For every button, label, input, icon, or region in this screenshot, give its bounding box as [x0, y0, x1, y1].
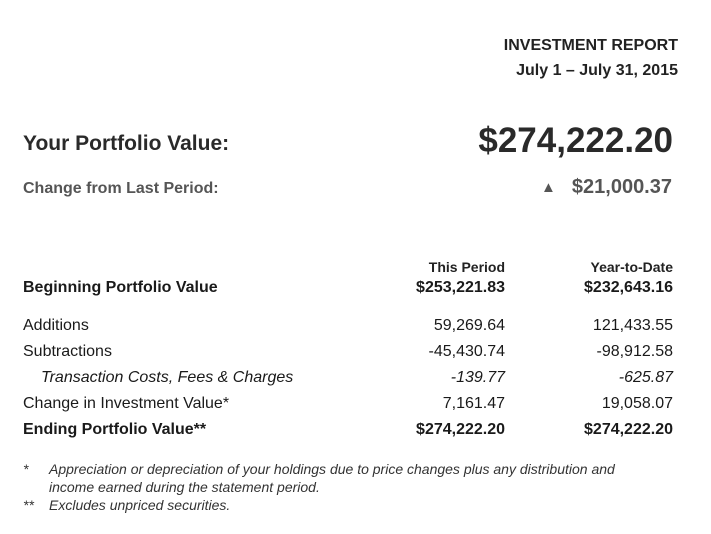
header-blank	[23, 255, 374, 275]
row-this-period: $253,221.83	[416, 279, 506, 296]
table-row-subtractions: Subtractions -45,430.74 -98,912.58	[23, 339, 673, 365]
row-ytd: 19,058.07	[601, 395, 673, 412]
portfolio-summary-table: This Period Year-to-Date Beginning Portf…	[23, 255, 673, 443]
portfolio-value-label: Your Portfolio Value:	[23, 132, 230, 155]
portfolio-value: $274,222.20	[478, 121, 673, 160]
report-date-range: July 1 – July 31, 2015	[516, 62, 678, 79]
footnote: * Appreciation or depreciation of your h…	[23, 460, 663, 496]
footnote: ** Excludes unpriced securities.	[23, 496, 663, 514]
row-this-period: $274,222.20	[416, 421, 506, 438]
header-this-period: This Period	[428, 259, 506, 275]
row-label: Ending Portfolio Value**	[23, 421, 207, 438]
footnote-mark: *	[23, 461, 29, 477]
row-label: Change in Investment Value*	[23, 395, 230, 412]
report-title: INVESTMENT REPORT	[503, 37, 678, 54]
row-label: Additions	[23, 317, 89, 334]
table-row-transaction-costs: Transaction Costs, Fees & Charges -139.7…	[23, 365, 673, 391]
row-ytd: 121,433.55	[592, 317, 673, 334]
row-ytd: -625.87	[618, 369, 673, 386]
row-label: Beginning Portfolio Value	[23, 279, 218, 296]
table-spacer	[23, 301, 673, 313]
table-row-ending: Ending Portfolio Value** $274,222.20 $27…	[23, 417, 673, 443]
row-label: Transaction Costs, Fees & Charges	[41, 369, 294, 386]
change-value-group: ▲ $21,000.37	[541, 176, 672, 199]
row-this-period: -139.77	[450, 369, 506, 386]
table-header-row: This Period Year-to-Date	[23, 255, 673, 275]
row-this-period: 7,161.47	[442, 395, 506, 412]
row-ytd: -98,912.58	[596, 343, 673, 360]
row-this-period: -45,430.74	[428, 343, 506, 360]
footnote-mark: **	[23, 497, 34, 513]
footnotes: * Appreciation or depreciation of your h…	[23, 460, 663, 514]
table-row-beginning: Beginning Portfolio Value $253,221.83 $2…	[23, 275, 673, 301]
header-ytd: Year-to-Date	[590, 259, 673, 275]
change-label: Change from Last Period:	[23, 180, 219, 197]
row-label: Subtractions	[23, 343, 112, 360]
report-header: INVESTMENT REPORT July 1 – July 31, 2015	[504, 33, 678, 83]
change-value: $21,000.37	[571, 176, 672, 198]
row-ytd: $232,643.16	[584, 279, 673, 296]
footnote-text: Excludes unpriced securities.	[49, 497, 231, 513]
table-row-additions: Additions 59,269.64 121,433.55	[23, 313, 673, 339]
row-ytd: $274,222.20	[584, 421, 673, 438]
table-row-change-investment: Change in Investment Value* 7,161.47 19,…	[23, 391, 673, 417]
footnote-text: Appreciation or depreciation of your hol…	[49, 461, 615, 495]
row-this-period: 59,269.64	[433, 317, 506, 334]
up-arrow-icon: ▲	[541, 179, 556, 196]
